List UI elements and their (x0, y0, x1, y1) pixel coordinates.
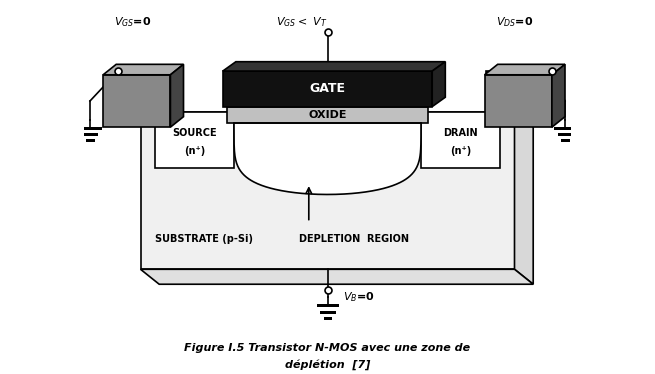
Polygon shape (141, 269, 533, 284)
Bar (103, 75, 170, 127)
Bar (223, 71, 432, 107)
Text: déplétion  [7]: déplétion [7] (285, 359, 370, 370)
Bar (227, 107, 428, 123)
Polygon shape (432, 62, 445, 107)
Polygon shape (485, 64, 565, 75)
Bar (421, 112, 500, 168)
Bar (141, 112, 514, 269)
Text: OXIDE: OXIDE (309, 110, 346, 120)
Bar (487, 71, 498, 123)
Text: (n⁺): (n⁺) (449, 147, 471, 156)
Text: Figure I.5 Transistor N-MOS avec une zone de: Figure I.5 Transistor N-MOS avec une zon… (185, 343, 470, 353)
Polygon shape (223, 62, 445, 71)
Text: GATE: GATE (310, 82, 345, 95)
Bar (157, 71, 168, 123)
Text: (n⁺): (n⁺) (184, 147, 206, 156)
Text: SOURCE: SOURCE (172, 128, 217, 138)
Polygon shape (103, 64, 183, 75)
Text: DEPLETION  REGION: DEPLETION REGION (299, 234, 409, 244)
Text: $\mathit{V}$$_{GS}$=0: $\mathit{V}$$_{GS}$=0 (114, 16, 152, 29)
Text: $\mathit{V}$$_{B}$=0: $\mathit{V}$$_{B}$=0 (343, 291, 375, 304)
Bar (155, 112, 234, 168)
Polygon shape (514, 112, 533, 284)
Text: SUBSTRATE (p-Si): SUBSTRATE (p-Si) (155, 234, 253, 244)
Text: $\mathit{V}$$_{GS}$$<$ $\mathit{V}$$_{T}$: $\mathit{V}$$_{GS}$$<$ $\mathit{V}$$_{T}… (276, 16, 327, 29)
Polygon shape (234, 123, 421, 194)
Text: DRAIN: DRAIN (443, 128, 477, 138)
Bar (485, 75, 552, 127)
Text: $\mathit{V}$$_{DS}$=0: $\mathit{V}$$_{DS}$=0 (496, 16, 533, 29)
Polygon shape (170, 64, 183, 127)
Polygon shape (552, 64, 565, 127)
